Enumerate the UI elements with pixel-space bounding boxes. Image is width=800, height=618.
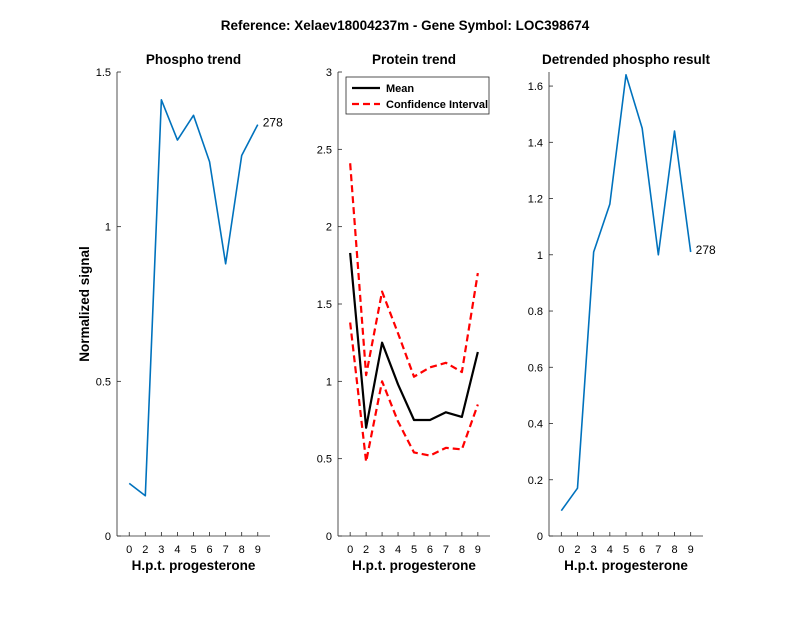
figure-suptitle: Reference: Xelaev18004237m - Gene Symbol… (221, 18, 590, 33)
x-tick-label: 3 (158, 544, 164, 556)
x-tick-label: 4 (607, 544, 613, 556)
y-tick-label: 0.4 (528, 419, 543, 431)
x-tick-label: 6 (639, 544, 645, 556)
y-tick-label: 1.2 (528, 194, 543, 206)
y-tick-label: 3 (326, 67, 332, 79)
x-tick-label: 7 (223, 544, 229, 556)
x-tick-label: 0 (558, 544, 564, 556)
x-tick-label: 8 (671, 544, 677, 556)
series-end-annotation: 278 (696, 243, 716, 257)
y-tick-label: 0 (537, 531, 543, 543)
x-tick-label: 5 (411, 544, 417, 556)
y-tick-label: 1 (326, 376, 332, 388)
x-tick-label: 3 (591, 544, 597, 556)
subplot-title: Detrended phospho result (542, 52, 711, 67)
series-line-phospho (128, 99, 259, 497)
subplot-title: Phospho trend (146, 52, 241, 67)
subplot-3: 00.20.40.60.811.21.41.60 2 3 4 5 6 7 8 9Detrende… (528, 52, 716, 573)
y-tick-label: 1 (537, 250, 543, 262)
x-tick-label: 4 (395, 544, 401, 556)
x-tick-label: 7 (655, 544, 661, 556)
y-tick-label: 1.5 (96, 67, 111, 79)
y-tick-label: 1.6 (528, 81, 543, 93)
x-axis-label: H.p.t. progesterone (352, 558, 476, 573)
x-tick-label: 0 (126, 544, 132, 556)
x-tick-label: 7 (443, 544, 449, 556)
y-tick-label: 0 (326, 531, 332, 543)
x-tick-label: 2 (142, 544, 148, 556)
x-axis-label: H.p.t. progesterone (132, 558, 256, 573)
y-tick-label: 0.2 (528, 475, 543, 487)
y-tick-label: 1 (105, 222, 111, 234)
x-tick-label: 5 (623, 544, 629, 556)
x-tick-label: 9 (688, 544, 694, 556)
x-axis-label: H.p.t. progesterone (564, 558, 688, 573)
x-tick-label: 4 (174, 544, 180, 556)
x-tick-label: 8 (239, 544, 245, 556)
x-tick-label: 5 (190, 544, 196, 556)
y-tick-label: 0 (105, 531, 111, 543)
y-tick-label: 2.5 (317, 144, 332, 156)
series-end-annotation: 278 (263, 116, 283, 130)
legend-entry-label: Mean (386, 83, 414, 95)
legend: Mean Confidence Interval (345, 76, 490, 115)
y-axis-label: Normalized signal (77, 246, 92, 362)
y-tick-label: 0.5 (317, 454, 332, 466)
x-tick-label: 8 (459, 544, 465, 556)
x-tick-label: 6 (427, 544, 433, 556)
y-tick-label: 2 (326, 222, 332, 234)
y-tick-label: 1.5 (317, 299, 332, 311)
series-line-confidence-interval (349, 163, 479, 378)
x-tick-label: 9 (475, 544, 481, 556)
series-line-mean (349, 252, 479, 429)
x-tick-label: 6 (207, 544, 213, 556)
series-line-confidence-interval-lower (349, 322, 479, 463)
y-tick-label: 0.5 (96, 376, 111, 388)
y-tick-label: 1.4 (528, 137, 543, 149)
legend-entry-label: Confidence Interval (386, 99, 488, 111)
series-line-detrended (560, 74, 692, 512)
subplot-title: Protein trend (372, 52, 456, 67)
x-tick-label: 3 (379, 544, 385, 556)
x-tick-label: 2 (363, 544, 369, 556)
y-tick-label: 0.8 (528, 306, 543, 318)
legend-box (345, 76, 490, 115)
x-tick-label: 2 (574, 544, 580, 556)
x-tick-label: 9 (255, 544, 261, 556)
x-tick-label: 0 (347, 544, 353, 556)
y-tick-label: 0.6 (528, 362, 543, 374)
